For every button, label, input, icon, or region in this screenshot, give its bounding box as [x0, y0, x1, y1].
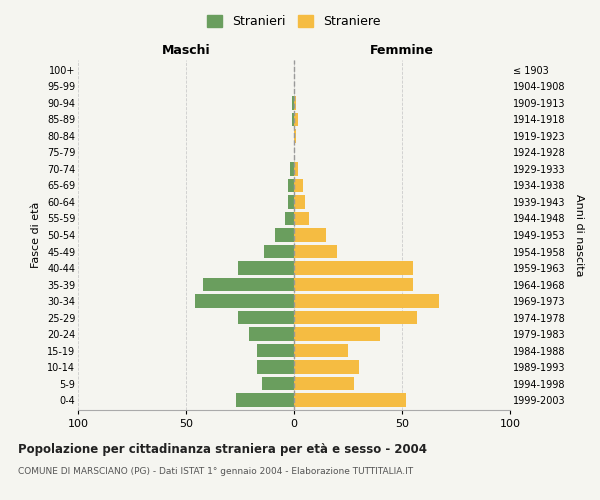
Bar — [236, 394, 294, 406]
Bar — [238, 262, 294, 274]
Bar — [294, 228, 326, 241]
Bar — [290, 162, 294, 175]
Bar — [203, 278, 294, 291]
Bar — [294, 162, 298, 175]
Bar — [294, 96, 296, 110]
Bar — [194, 294, 294, 308]
Bar — [294, 212, 309, 225]
Text: Maschi: Maschi — [161, 44, 211, 57]
Bar — [294, 394, 406, 406]
Y-axis label: Fasce di età: Fasce di età — [31, 202, 41, 268]
Bar — [294, 294, 439, 308]
Y-axis label: Anni di nascita: Anni di nascita — [574, 194, 584, 276]
Bar — [294, 113, 298, 126]
Bar — [294, 360, 359, 374]
Bar — [257, 360, 294, 374]
Bar — [292, 96, 294, 110]
Bar — [248, 328, 294, 340]
Text: Femmine: Femmine — [370, 44, 434, 57]
Bar — [294, 130, 296, 142]
Bar — [292, 113, 294, 126]
Bar — [294, 377, 355, 390]
Bar — [294, 344, 348, 357]
Text: Popolazione per cittadinanza straniera per età e sesso - 2004: Popolazione per cittadinanza straniera p… — [18, 442, 427, 456]
Bar — [264, 245, 294, 258]
Bar — [238, 311, 294, 324]
Legend: Stranieri, Straniere: Stranieri, Straniere — [202, 10, 386, 34]
Bar — [287, 196, 294, 208]
Bar — [294, 196, 305, 208]
Bar — [262, 377, 294, 390]
Bar — [287, 179, 294, 192]
Bar — [294, 262, 413, 274]
Bar — [275, 228, 294, 241]
Text: COMUNE DI MARSCIANO (PG) - Dati ISTAT 1° gennaio 2004 - Elaborazione TUTTITALIA.: COMUNE DI MARSCIANO (PG) - Dati ISTAT 1°… — [18, 468, 413, 476]
Bar — [294, 179, 302, 192]
Bar — [294, 245, 337, 258]
Bar — [286, 212, 294, 225]
Bar — [294, 311, 417, 324]
Bar — [257, 344, 294, 357]
Bar — [294, 278, 413, 291]
Bar — [294, 328, 380, 340]
